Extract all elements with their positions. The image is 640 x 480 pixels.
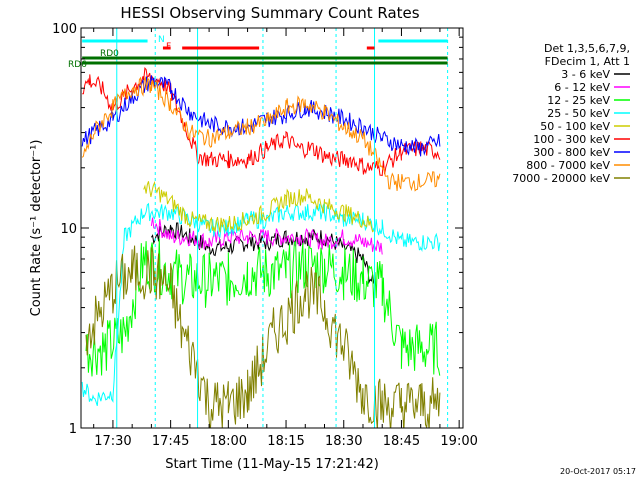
legend-header-line: Det 1,3,5,6,7,9, xyxy=(544,42,630,55)
timestamp: 20-Oct-2017 05:17 xyxy=(560,467,636,476)
series-line-2 xyxy=(150,217,383,255)
y-axis-label: Count Rate (s⁻¹ detector⁻¹) xyxy=(29,140,44,317)
series-line-5 xyxy=(143,180,375,233)
legend-label: 25 - 50 keV xyxy=(547,107,610,120)
x-axis-label: Start Time (11-May-15 17:21:42) xyxy=(165,457,379,472)
flag-label-rd6: RD6 xyxy=(68,60,87,70)
series-line-6 xyxy=(82,67,441,177)
series-line-7 xyxy=(81,75,441,157)
x-tick-label: 18:15 xyxy=(267,434,304,449)
x-tick-label: 19:00 xyxy=(440,434,477,449)
legend-label: 50 - 100 keV xyxy=(540,120,610,133)
y-tick-label: 1 xyxy=(69,422,77,437)
flag-label-f: F xyxy=(166,42,171,52)
x-tick-label: 17:45 xyxy=(152,434,189,449)
flag-overlay-layer: NF RD0 RD6 xyxy=(68,28,449,428)
flag-label-rd0: RD0 xyxy=(100,49,119,59)
axis-layer: 17:30 17:45 18:00 18:15 18:30 18:45 19:00 1 10 10… xyxy=(52,22,478,449)
x-tick-label: 17:30 xyxy=(94,434,131,449)
legend: Det 1,3,5,6,7,9,FDecim 1, Att 13 - 6 keV… xyxy=(512,42,630,185)
chart-title: HESSI Observing Summary Count Rates xyxy=(120,4,419,22)
legend-label: 300 - 800 keV xyxy=(533,146,610,159)
flag-label-n: N xyxy=(158,35,165,45)
y-tick-label: 10 xyxy=(60,222,77,237)
legend-header-line: FDecim 1, Att 1 xyxy=(545,55,630,68)
legend-label: 100 - 300 keV xyxy=(533,133,610,146)
x-tick-label: 18:00 xyxy=(210,434,247,449)
legend-label: 12 - 25 keV xyxy=(547,94,610,107)
legend-label: 3 - 6 keV xyxy=(561,68,610,81)
series-line-8 xyxy=(81,75,441,192)
y-tick-label: 100 xyxy=(52,22,77,37)
legend-label: 6 - 12 keV xyxy=(554,81,610,94)
series-layer xyxy=(81,67,441,428)
x-tick-label: 18:45 xyxy=(383,434,420,449)
x-tick-label: 18:30 xyxy=(325,434,362,449)
series-line-9 xyxy=(85,245,441,428)
legend-label: 800 - 7000 keV xyxy=(526,159,610,172)
legend-label: 7000 - 20000 keV xyxy=(512,172,610,185)
